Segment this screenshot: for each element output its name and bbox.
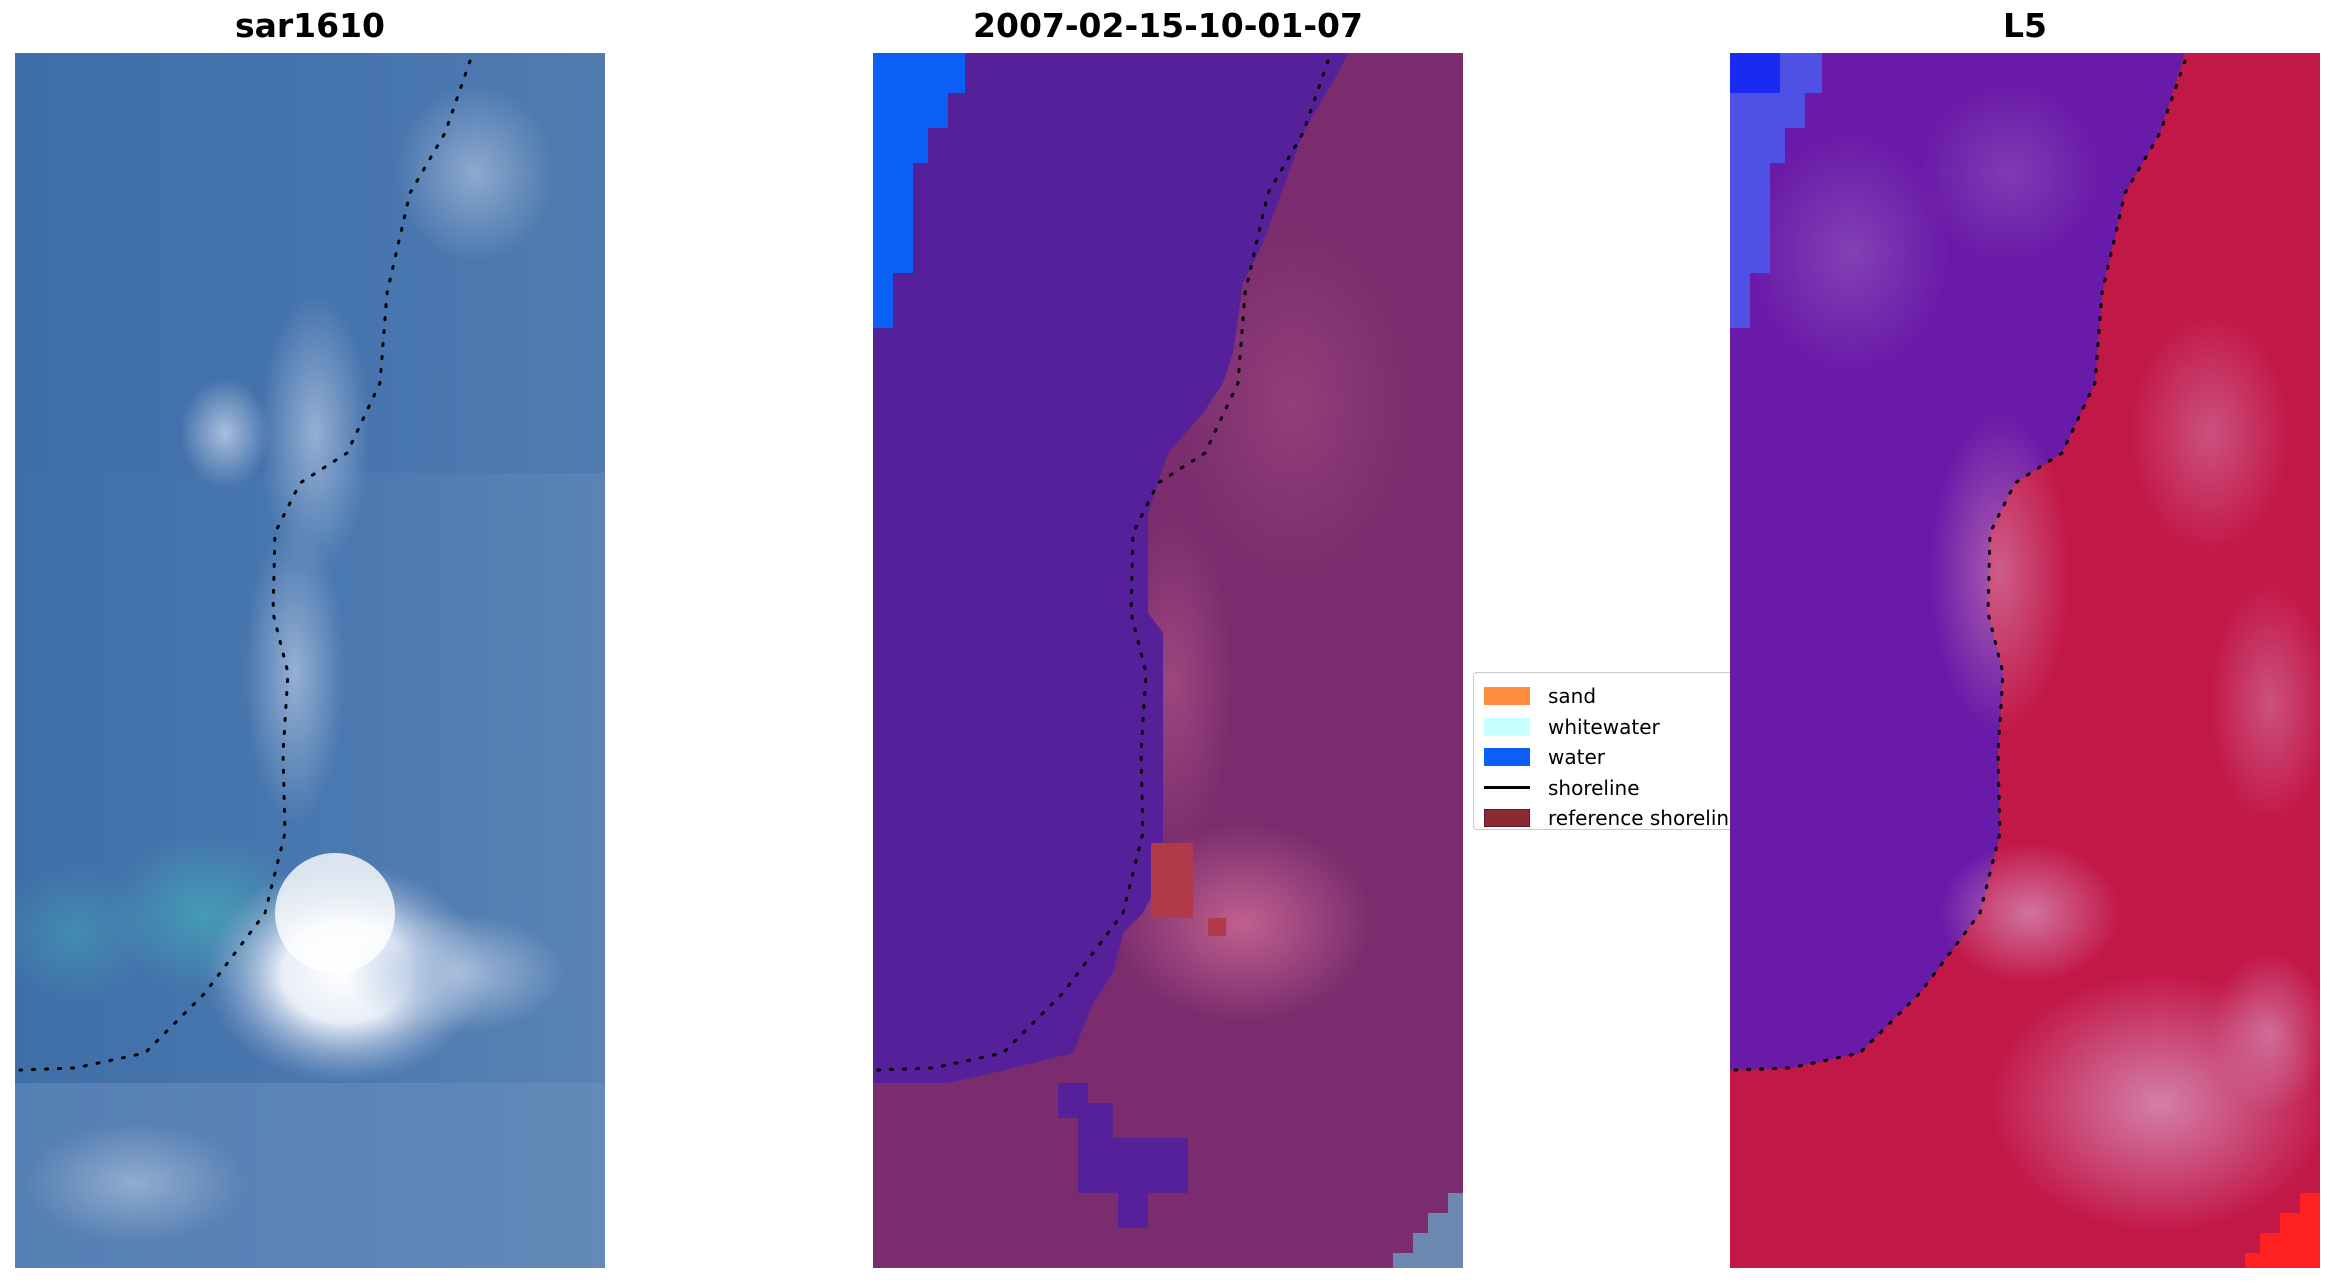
legend-item-reference-shoreline: reference shoreline	[1484, 803, 1732, 829]
legend-item-whitewater: whitewater	[1484, 712, 1722, 743]
legend-label: whitewater	[1548, 714, 1660, 739]
middle-panel-title: 2007-02-15-10-01-07	[973, 6, 1363, 45]
shoreline-swatch	[1484, 786, 1530, 790]
classified-image-panel	[873, 53, 1463, 1268]
shoreline-line	[1733, 59, 2187, 1072]
left-panel-title: sar1610	[234, 6, 386, 45]
water-swatch	[1484, 748, 1530, 767]
index-image-panel	[1730, 53, 2320, 1268]
legend-item-water: water	[1484, 742, 1722, 773]
legend-item-sand: sand	[1484, 681, 1722, 712]
legend-label: reference shoreline	[1548, 806, 1733, 830]
legend-item-shoreline: shoreline	[1484, 773, 1722, 804]
water-class-region	[873, 53, 965, 328]
reference-shoreline-swatch	[1484, 809, 1530, 828]
sand-swatch	[1484, 687, 1530, 706]
whitewater-swatch	[1484, 717, 1530, 736]
right-panel-title: L5	[2003, 6, 2047, 45]
legend-label: sand	[1548, 684, 1597, 709]
shoreline-line	[18, 59, 472, 1072]
legend-label: water	[1548, 745, 1605, 770]
classified-image	[873, 53, 1463, 1268]
rgb-image	[15, 53, 605, 1268]
rgb-image-panel	[15, 53, 605, 1268]
reference-shoreline-patch	[1151, 843, 1193, 918]
legend: sand whitewater water shoreline referenc…	[1473, 672, 1733, 830]
legend-label: shoreline	[1548, 775, 1640, 800]
shoreline-line	[876, 59, 1330, 1072]
index-image	[1730, 53, 2320, 1268]
